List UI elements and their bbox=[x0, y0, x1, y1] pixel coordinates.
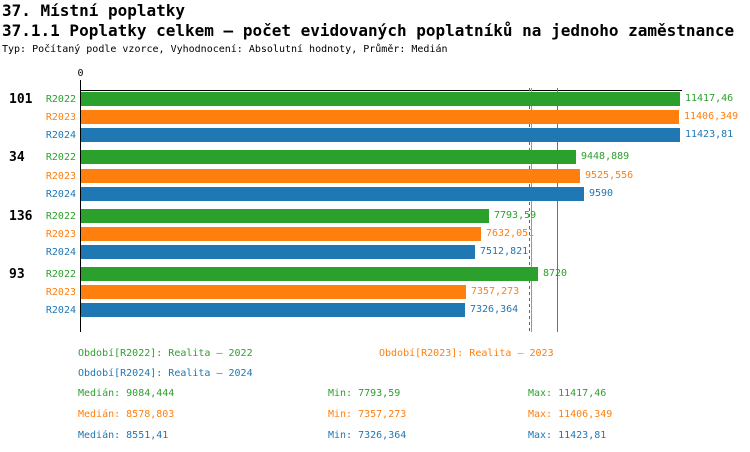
stat-max-r2023: Max: 11406,349 bbox=[528, 409, 613, 420]
bar-value-r2022-101: 11417,46 bbox=[685, 93, 734, 104]
bar-value-r2023-136: 7632,051 bbox=[486, 228, 535, 239]
bar-value-r2024-34: 9590 bbox=[589, 188, 614, 199]
bar-r2023-101 bbox=[81, 110, 679, 124]
chart-meta-line: Typ: Počítaný podle vzorce, Vyhodnocení:… bbox=[2, 44, 448, 55]
bar-r2024-93 bbox=[81, 303, 465, 317]
bar-value-r2024-93: 7326,364 bbox=[470, 304, 519, 315]
stat-median-r2024: Medián: 8551,41 bbox=[78, 430, 169, 441]
bar-r2022-101 bbox=[81, 92, 680, 106]
median-line-r2023 bbox=[531, 88, 532, 332]
x-axis-zero-label: 0 bbox=[77, 68, 84, 79]
median-line-r2022 bbox=[557, 88, 558, 332]
x-axis-zero-tick bbox=[80, 80, 81, 92]
series-label-r2024-34: R2024 bbox=[45, 189, 76, 200]
stat-median-r2023: Medián: 8578,803 bbox=[78, 409, 175, 420]
bar-r2024-34 bbox=[81, 187, 584, 201]
bar-r2023-34 bbox=[81, 169, 580, 183]
series-label-r2023-34: R2023 bbox=[45, 171, 76, 182]
stat-min-r2023: Min: 7357,273 bbox=[328, 409, 407, 420]
bar-value-r2023-101: 11406,349 bbox=[684, 111, 739, 122]
median-line-r2024 bbox=[529, 88, 530, 332]
series-label-r2023-136: R2023 bbox=[45, 229, 76, 240]
bar-r2022-93 bbox=[81, 267, 538, 281]
legend-item-r2024: Období[R2024]: Realita – 2024 bbox=[78, 368, 253, 379]
group-label-101: 101 bbox=[9, 92, 33, 107]
bar-value-r2022-34: 9448,889 bbox=[581, 151, 630, 162]
bar-value-r2022-93: 8720 bbox=[543, 268, 568, 279]
group-label-93: 93 bbox=[9, 267, 25, 282]
chart-title: 37.1.1 Poplatky celkem – počet evidovaný… bbox=[2, 21, 735, 40]
bar-value-r2024-101: 11423,81 bbox=[685, 129, 734, 140]
stat-median-r2022: Medián: 9084,444 bbox=[78, 388, 175, 399]
bar-value-r2023-34: 9525,556 bbox=[585, 170, 634, 181]
series-label-r2024-136: R2024 bbox=[45, 247, 76, 258]
stat-min-r2024: Min: 7326,364 bbox=[328, 430, 407, 441]
bar-r2024-136 bbox=[81, 245, 475, 259]
series-label-r2024-93: R2024 bbox=[45, 305, 76, 316]
group-label-34: 34 bbox=[9, 150, 25, 165]
series-label-r2022-34: R2022 bbox=[45, 152, 76, 163]
stat-max-r2024: Max: 11423,81 bbox=[528, 430, 607, 441]
bar-r2024-101 bbox=[81, 128, 680, 142]
series-label-r2024-101: R2024 bbox=[45, 130, 76, 141]
bar-value-r2023-93: 7357,273 bbox=[471, 286, 520, 297]
bar-value-r2022-136: 7793,59 bbox=[494, 210, 537, 221]
series-label-r2022-93: R2022 bbox=[45, 269, 76, 280]
bar-r2023-93 bbox=[81, 285, 466, 299]
legend-item-r2023: Období[R2023]: Realita – 2023 bbox=[379, 348, 554, 359]
report-title: 37. Místní poplatky bbox=[2, 1, 186, 20]
group-label-136: 136 bbox=[9, 209, 33, 224]
y-axis-line bbox=[80, 90, 81, 332]
legend-item-r2022: Období[R2022]: Realita – 2022 bbox=[78, 348, 253, 359]
stat-max-r2022: Max: 11417,46 bbox=[528, 388, 607, 399]
series-label-r2023-101: R2023 bbox=[45, 112, 76, 123]
series-label-r2022-101: R2022 bbox=[45, 94, 76, 105]
series-label-r2022-136: R2022 bbox=[45, 211, 76, 222]
bar-r2022-136 bbox=[81, 209, 489, 223]
bar-r2022-34 bbox=[81, 150, 576, 164]
x-axis-line bbox=[80, 90, 682, 91]
stat-min-r2022: Min: 7793,59 bbox=[328, 388, 401, 399]
bar-r2023-136 bbox=[81, 227, 481, 241]
series-label-r2023-93: R2023 bbox=[45, 287, 76, 298]
bar-value-r2024-136: 7512,821 bbox=[480, 246, 529, 257]
